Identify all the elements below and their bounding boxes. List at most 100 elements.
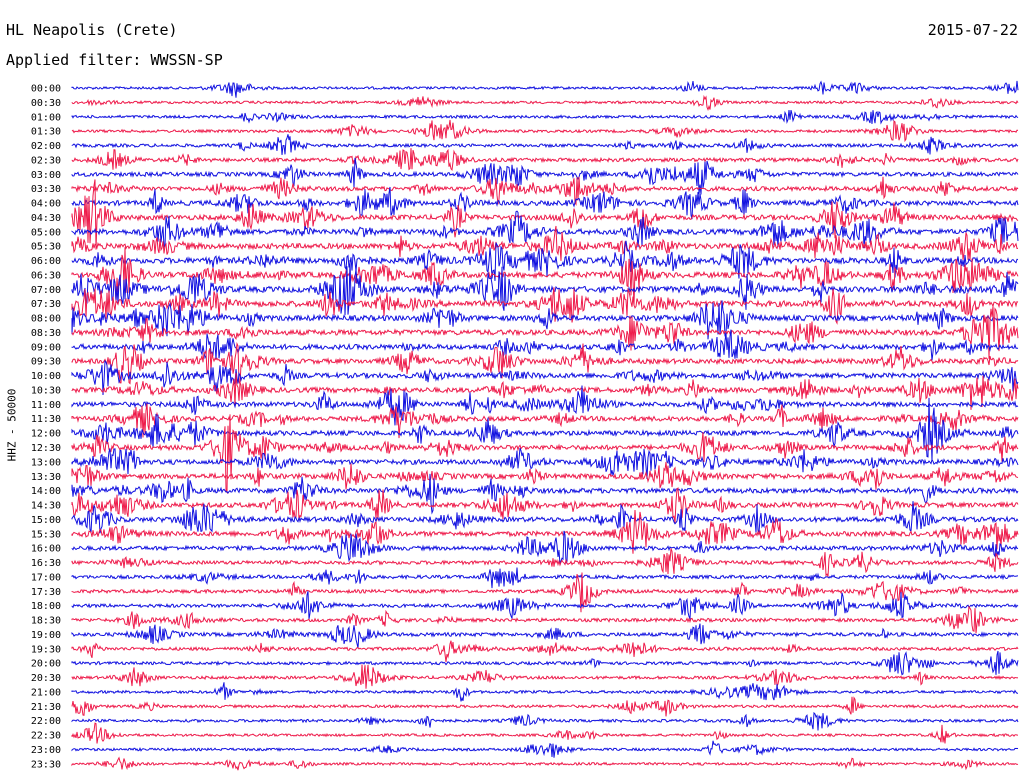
row-time-label: 20:30 — [31, 673, 61, 684]
seismic-trace-line — [71, 740, 1019, 758]
seismic-trace-line — [71, 80, 1019, 98]
row-time-label: 19:00 — [31, 630, 61, 641]
row-time-label: 05:00 — [31, 227, 61, 238]
row-time-label: 23:30 — [31, 759, 61, 770]
row-time-label: 04:00 — [31, 199, 61, 210]
seismic-trace-line — [71, 711, 1019, 731]
row-time-label: 07:00 — [31, 285, 61, 296]
row-time-label: 16:00 — [31, 544, 61, 555]
seismic-trace-line — [71, 94, 1019, 112]
row-time-label: 06:00 — [31, 256, 61, 267]
row-time-label: 13:00 — [31, 457, 61, 468]
row-time-label: 14:30 — [31, 501, 61, 512]
seismic-trace-line — [71, 461, 1019, 490]
row-time-label: 18:30 — [31, 616, 61, 627]
seismic-trace-line — [71, 157, 1019, 195]
seismic-trace-line — [71, 756, 1019, 771]
row-time-label: 08:00 — [31, 314, 61, 325]
seismic-trace-line — [71, 176, 1019, 206]
seismic-trace-line — [71, 447, 1019, 479]
seismic-trace-line — [71, 591, 1019, 621]
seismic-trace-line — [71, 696, 1019, 717]
seismic-trace-line — [71, 548, 1019, 579]
seismic-trace-line — [71, 501, 1019, 534]
row-time-label: 06:30 — [31, 270, 61, 281]
seismic-trace-line — [71, 640, 1019, 663]
row-time-label: 00:30 — [31, 98, 61, 109]
seismic-trace-line — [71, 329, 1019, 361]
row-time-label: 04:30 — [31, 213, 61, 224]
seismic-trace-line — [71, 359, 1019, 396]
seismic-trace-line — [71, 605, 1019, 634]
row-time-label: 07:30 — [31, 299, 61, 310]
row-time-label: 11:30 — [31, 414, 61, 425]
seismic-trace-line — [71, 414, 1019, 495]
seismic-trace-line — [71, 473, 1019, 515]
row-time-label: 14:00 — [31, 486, 61, 497]
row-time-label: 23:00 — [31, 745, 61, 756]
row-time-label: 19:30 — [31, 644, 61, 655]
seismic-trace-line — [71, 186, 1019, 220]
row-time-label: 15:30 — [31, 529, 61, 540]
seismic-trace-line — [71, 287, 1019, 325]
filter-label: Applied filter: WWSSN-SP — [6, 51, 223, 69]
row-time-label: 15:00 — [31, 515, 61, 526]
seismic-trace-line — [71, 572, 1019, 613]
row-time-label: 09:30 — [31, 357, 61, 368]
seismic-trace-line — [71, 385, 1019, 426]
seismic-trace-line — [71, 530, 1019, 565]
row-time-label: 01:00 — [31, 112, 61, 123]
seismic-trace-line — [71, 397, 1019, 462]
record-date: 2015-07-22 — [927, 21, 1018, 39]
seismic-trace-line — [71, 179, 1019, 250]
seismic-trace-line — [71, 240, 1019, 281]
row-time-label: 03:30 — [31, 184, 61, 195]
row-time-label: 01:30 — [31, 127, 61, 138]
row-time-label: 13:30 — [31, 472, 61, 483]
station-title: HL Neapolis (Crete) — [6, 21, 178, 39]
seismic-trace-line — [71, 664, 1019, 689]
row-time-label: 17:00 — [31, 572, 61, 583]
seismic-trace-line — [71, 682, 1018, 702]
row-time-label: 22:00 — [31, 716, 61, 727]
row-time-label: 11:00 — [31, 400, 61, 411]
row-time-label: 02:00 — [31, 141, 61, 152]
seismic-trace-line — [71, 305, 1019, 359]
seismic-trace-line — [71, 247, 1019, 306]
row-time-label: 10:00 — [31, 371, 61, 382]
seismic-trace-line — [71, 225, 1019, 261]
seismic-trace-line — [71, 403, 1019, 439]
row-time-label: 21:00 — [31, 687, 61, 698]
seismic-trace-line — [71, 509, 1019, 554]
seismic-trace-line — [71, 134, 1019, 155]
row-time-label: 20:00 — [31, 659, 61, 670]
seismic-trace-line — [71, 567, 1018, 589]
row-time-label: 05:30 — [31, 242, 61, 253]
seismic-trace-line — [71, 341, 1019, 385]
row-time-label: 12:30 — [31, 443, 61, 454]
row-time-label: 18:00 — [31, 601, 61, 612]
row-time-label: 17:30 — [31, 587, 61, 598]
seismic-trace-line — [71, 372, 1019, 410]
seismic-trace-line — [71, 119, 1019, 143]
row-time-label: 09:00 — [31, 342, 61, 353]
row-time-label: 12:00 — [31, 429, 61, 440]
row-time-label: 00:00 — [31, 84, 61, 95]
row-time-label: 22:30 — [31, 731, 61, 742]
seismic-trace-line — [71, 148, 1019, 172]
row-time-label: 10:30 — [31, 385, 61, 396]
seismic-trace-line — [71, 487, 1019, 523]
row-time-label: 08:30 — [31, 328, 61, 339]
seismic-trace-line — [71, 109, 1019, 125]
seismic-trace-line — [71, 210, 1019, 249]
seismic-trace-line — [71, 623, 1019, 649]
seismic-trace-line — [71, 259, 1019, 316]
row-time-label: 21:30 — [31, 702, 61, 713]
row-time-label: 03:00 — [31, 170, 61, 181]
row-time-label: 02:30 — [31, 155, 61, 166]
seismic-trace-line — [71, 722, 1018, 744]
seismic-trace-line — [71, 650, 1019, 676]
seismic-trace-line — [71, 300, 1019, 340]
row-time-label: 16:30 — [31, 558, 61, 569]
